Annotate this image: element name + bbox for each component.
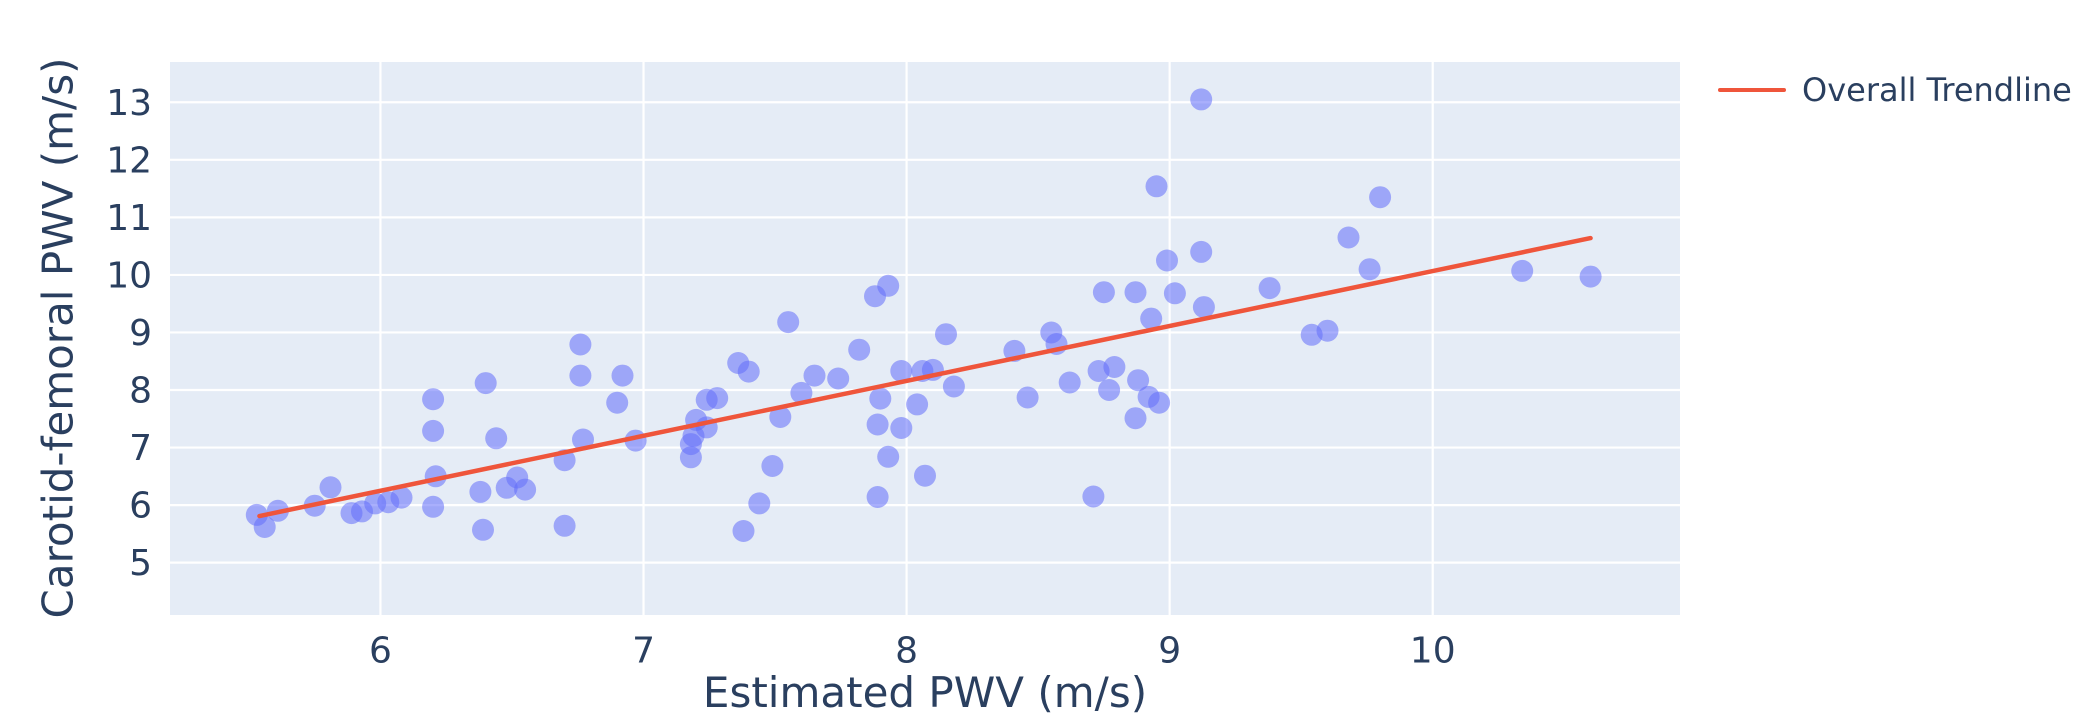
y-tick-label: 12 [106, 140, 152, 181]
data-point[interactable] [1258, 277, 1281, 300]
trendline-legend-swatch-icon [1718, 88, 1786, 92]
trendline-legend-label: Overall Trendline [1802, 71, 2072, 109]
data-point[interactable] [906, 393, 929, 416]
data-point[interactable] [1358, 258, 1381, 281]
data-point[interactable] [553, 514, 576, 537]
data-point[interactable] [890, 360, 913, 382]
data-point[interactable] [485, 427, 508, 450]
y-tick-label: 13 [106, 83, 152, 124]
data-point[interactable] [1337, 226, 1360, 249]
data-point[interactable] [769, 406, 792, 428]
y-tick-label: 10 [106, 256, 152, 297]
data-point[interactable] [1140, 307, 1163, 330]
data-point[interactable] [472, 518, 494, 541]
y-tick-label: 11 [106, 198, 152, 239]
x-tick-label: 9 [1158, 631, 1181, 672]
data-point[interactable] [914, 464, 936, 487]
data-point[interactable] [319, 476, 342, 499]
y-tick-label: 6 [129, 486, 152, 527]
data-point[interactable] [514, 478, 537, 501]
trendline[interactable] [257, 235, 1593, 519]
data-point[interactable] [422, 419, 445, 442]
data-point[interactable] [890, 417, 913, 439]
data-point[interactable] [474, 372, 497, 395]
data-point[interactable] [1016, 386, 1039, 409]
data-point[interactable] [611, 364, 634, 387]
data-point[interactable] [1156, 249, 1178, 272]
data-point[interactable] [848, 338, 871, 361]
data-point[interactable] [1163, 282, 1186, 305]
data-point[interactable] [827, 367, 850, 390]
data-point[interactable] [606, 391, 629, 414]
data-point[interactable] [1190, 88, 1213, 111]
data-point[interactable] [877, 445, 900, 468]
y-tick-label: 5 [129, 543, 152, 584]
data-point[interactable] [706, 387, 729, 410]
data-point[interactable] [1082, 485, 1105, 508]
x-axis-title: Estimated PWV (m/s) [702, 668, 1148, 714]
data-point[interactable] [1092, 281, 1115, 304]
data-point[interactable] [569, 364, 592, 387]
data-point[interactable] [1192, 296, 1215, 319]
data-point[interactable] [1058, 371, 1081, 394]
data-point[interactable] [866, 413, 889, 436]
data-point[interactable] [1148, 391, 1171, 414]
data-point[interactable] [422, 388, 445, 411]
plot-background [170, 62, 1680, 615]
data-point[interactable] [877, 274, 900, 297]
x-tick-label: 10 [1410, 631, 1456, 672]
data-point[interactable] [935, 323, 957, 346]
data-point[interactable] [422, 495, 445, 518]
data-point[interactable] [866, 486, 889, 508]
y-axis-title: Carotid-femoral PWV (m/s) [33, 57, 83, 619]
data-point[interactable] [679, 446, 702, 469]
data-point[interactable] [1127, 369, 1150, 392]
data-point[interactable] [942, 375, 965, 398]
data-point[interactable] [1124, 407, 1147, 430]
data-point[interactable] [1190, 240, 1213, 263]
x-tick-label: 6 [369, 631, 392, 672]
data-point[interactable] [1124, 281, 1147, 304]
data-point[interactable] [761, 455, 784, 477]
data-point[interactable] [803, 364, 826, 387]
data-point[interactable] [1511, 259, 1534, 282]
data-point[interactable] [1103, 356, 1126, 378]
data-point[interactable] [777, 311, 800, 334]
data-point[interactable] [869, 387, 892, 410]
data-point[interactable] [572, 428, 594, 451]
data-point[interactable] [1579, 265, 1602, 288]
data-point[interactable] [737, 360, 760, 383]
legend[interactable]: Overall Trendline [1718, 70, 2072, 110]
data-point[interactable] [1145, 175, 1168, 198]
data-point[interactable] [1316, 319, 1339, 342]
x-tick-label: 8 [895, 631, 918, 672]
data-point[interactable] [748, 492, 771, 515]
y-tick-label: 9 [129, 313, 152, 354]
data-point[interactable] [732, 520, 755, 542]
data-point[interactable] [253, 516, 276, 538]
data-point[interactable] [1098, 379, 1121, 401]
y-tick-label: 7 [129, 428, 152, 469]
data-point[interactable] [390, 486, 413, 509]
data-point[interactable] [569, 333, 592, 356]
x-tick-label: 7 [632, 631, 655, 672]
data-point[interactable] [469, 480, 492, 503]
y-tick-label: 8 [129, 371, 152, 412]
data-point[interactable] [1369, 186, 1392, 209]
data-point[interactable] [790, 381, 813, 404]
